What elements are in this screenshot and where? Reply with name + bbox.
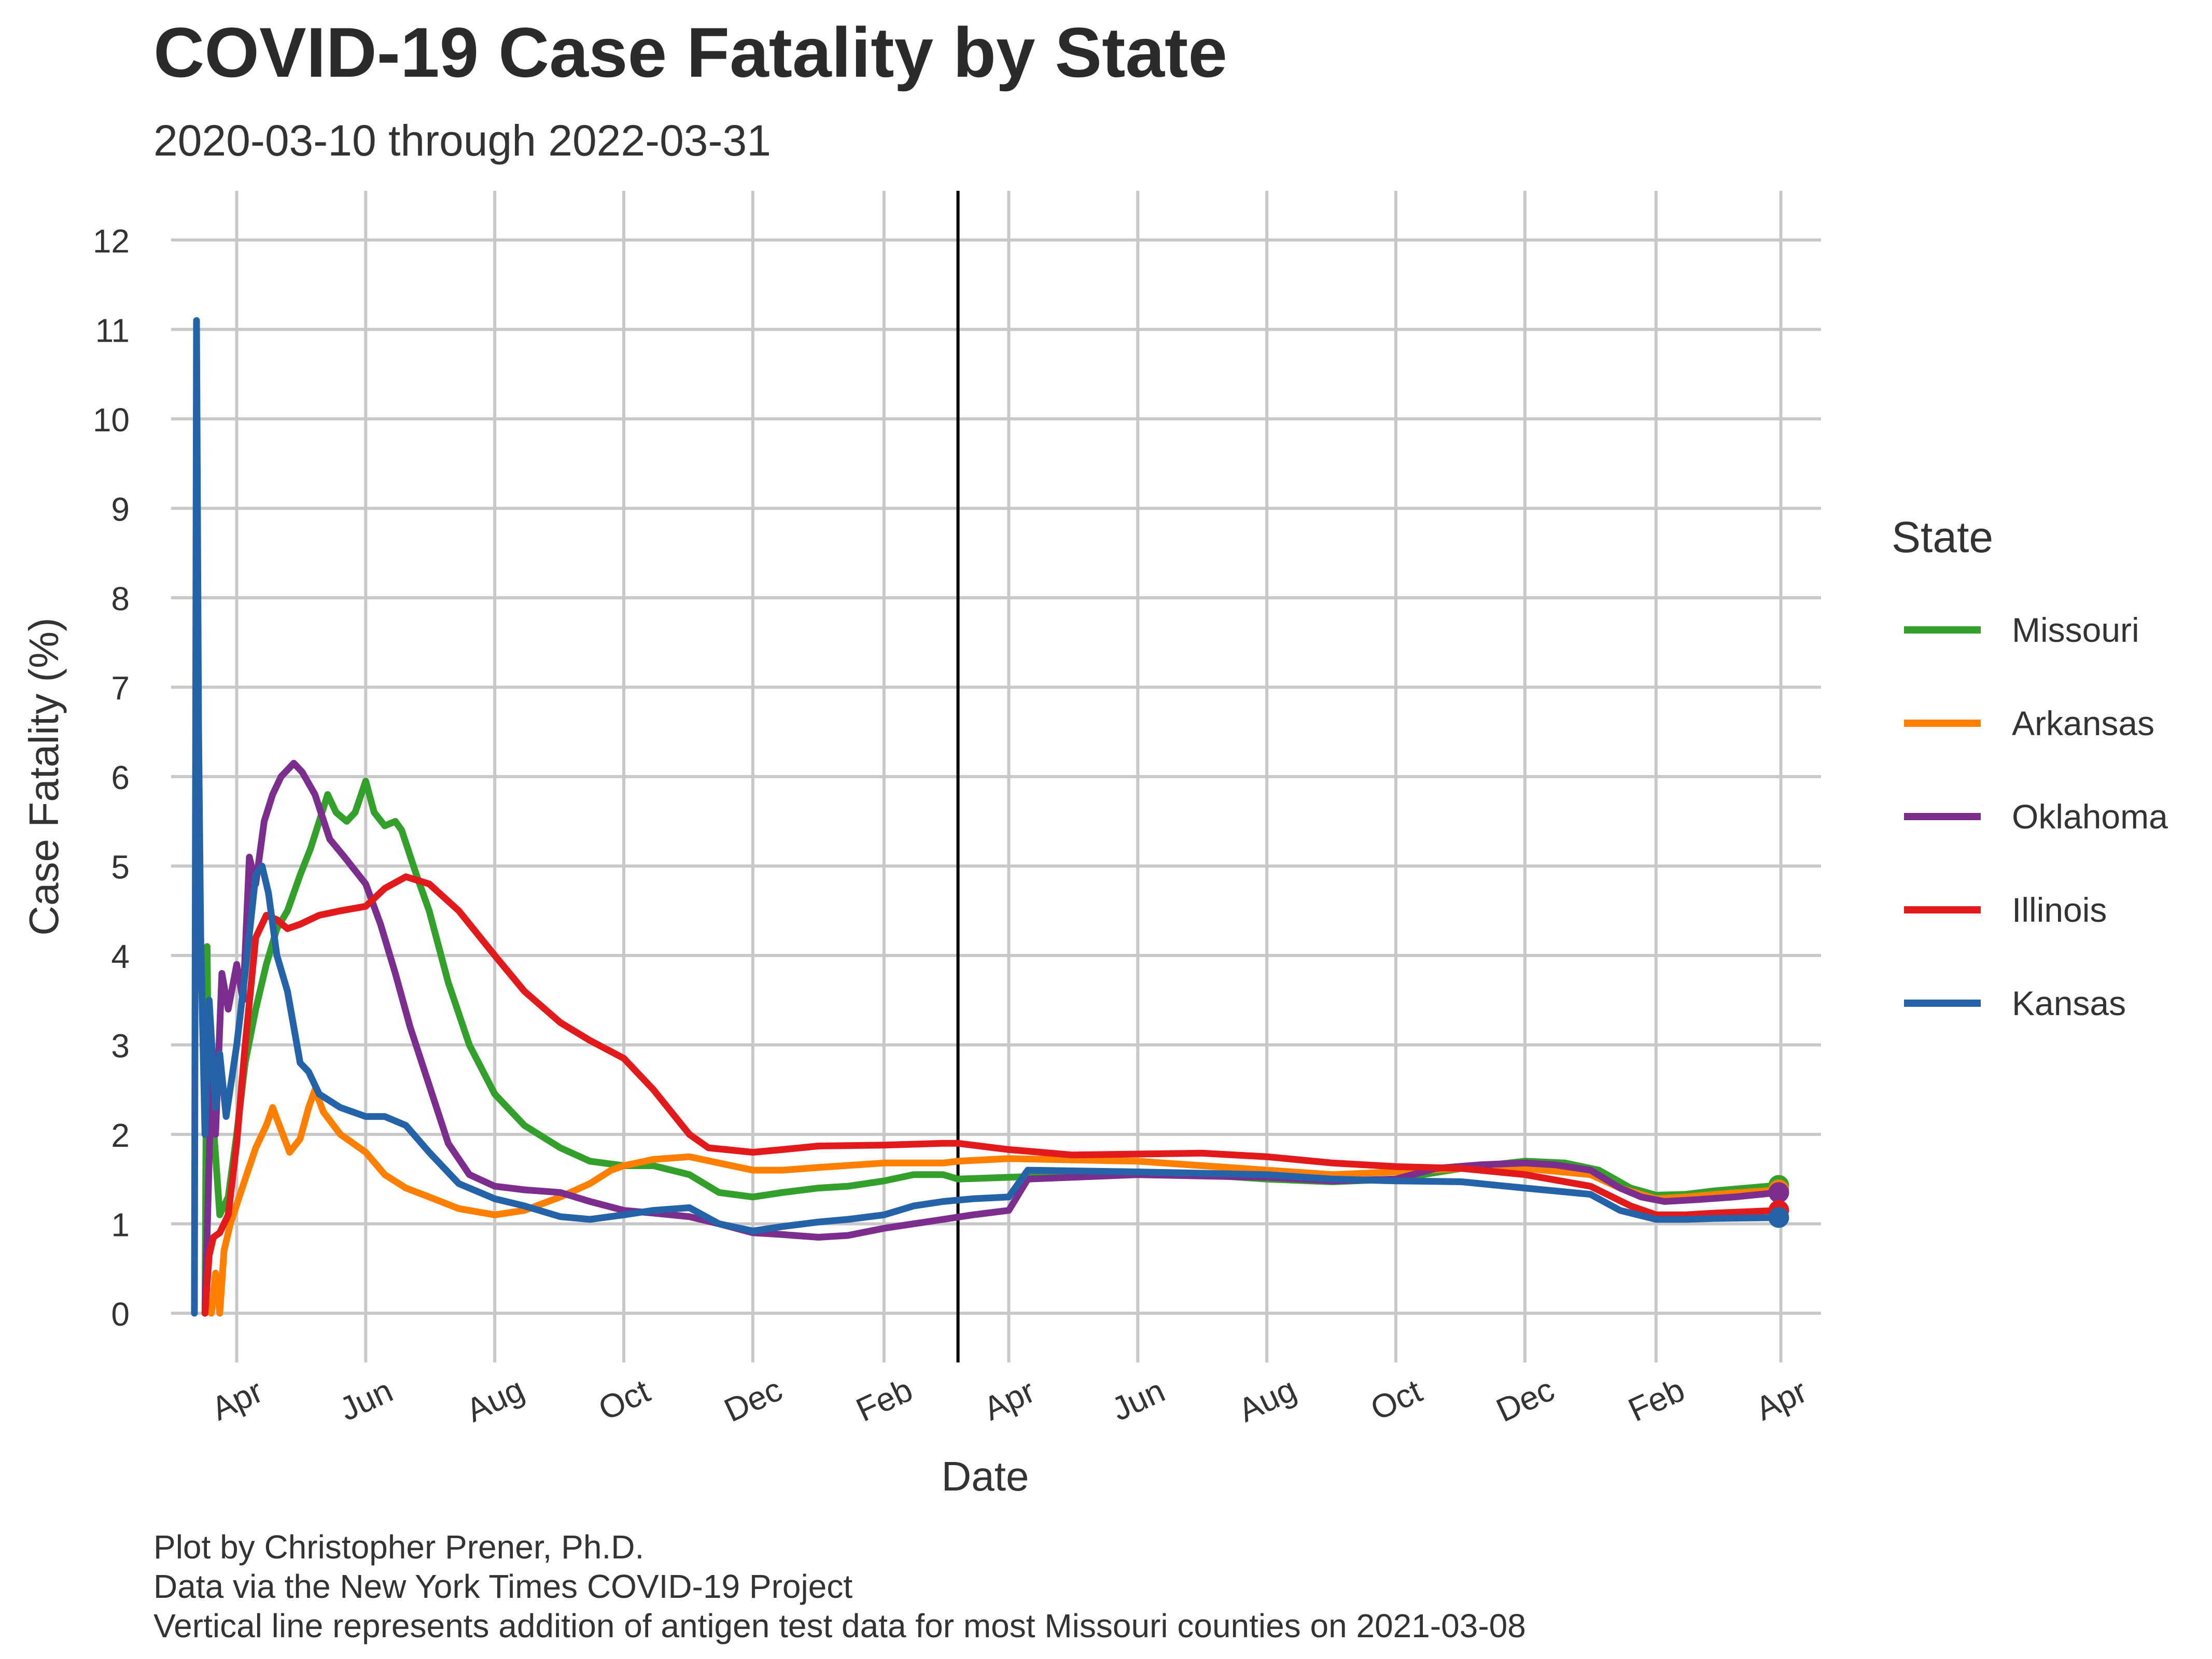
y-tick-label: 4 [111,938,130,975]
x-tick-label: Feb [1622,1371,1690,1429]
legend-label-kansas: Kansas [2012,984,2126,1022]
y-tick-label: 7 [111,669,130,707]
y-tick-label: 5 [111,849,130,886]
y-tick-label: 12 [93,222,130,260]
legend-title: State [1892,513,1993,561]
chart-title: COVID-19 Case Fatality by State [153,13,1227,92]
x-tick-label: Dec [1491,1370,1560,1429]
caption-line-1: Plot by Christopher Prener, Ph.D. [153,1528,644,1566]
x-tick-label: Oct [593,1372,655,1427]
legend-label-missouri: Missouri [2012,611,2139,649]
y-tick-label: 3 [111,1028,130,1065]
x-tick-label: Jun [334,1372,398,1428]
series-endpoint-oklahoma [1768,1182,1789,1203]
y-tick-label: 8 [111,580,130,617]
x-tick-label: Apr [978,1372,1041,1427]
series-line-missouri [201,778,1782,1317]
x-tick-label: Aug [460,1370,530,1429]
series-line-arkansas [208,1086,1782,1317]
y-axis-label: Case Fatality (%) [21,617,67,935]
caption-line-3: Vertical line represents addition of ant… [153,1607,1526,1644]
x-tick-label: Dec [719,1370,788,1429]
y-tick-label: 1 [111,1206,130,1244]
gridlines [171,191,1821,1362]
x-axis-ticks: Apr Jun Aug Oct Dec Feb Apr Jun Aug Oct Dec Feb Apr [206,1370,1813,1429]
y-tick-label: 0 [111,1296,130,1333]
series-lines [191,317,1789,1317]
y-tick-label: 6 [111,759,130,796]
series-endpoint-kansas [1768,1207,1789,1228]
chart-subtitle: 2020-03-10 through 2022-03-31 [153,116,771,165]
legend-label-arkansas: Arkansas [2012,704,2154,742]
x-tick-label: Jun [1106,1372,1170,1428]
y-tick-label: 10 [93,401,130,439]
x-tick-label: Aug [1233,1370,1302,1429]
series-line-illinois [201,873,1782,1317]
x-tick-label: Feb [850,1371,918,1429]
x-tick-label: Oct [1365,1372,1427,1427]
series-line-oklahoma [201,760,1782,1317]
y-tick-label: 9 [111,490,130,528]
legend: State Missouri Arkansas Oklahoma Illinois Ka… [1892,513,2168,1022]
y-tick-label: 11 [95,312,130,349]
legend-label-illinois: Illinois [2012,891,2107,929]
x-tick-label: Apr [1750,1372,1813,1427]
legend-label-oklahoma: Oklahoma [2012,797,2168,836]
x-tick-label: Apr [206,1372,269,1427]
caption-line-2: Data via the New York Times COVID-19 Pro… [153,1568,852,1605]
series-line-kansas [191,317,1782,1317]
x-axis-label: Date [942,1453,1029,1499]
y-tick-label: 2 [111,1117,130,1154]
